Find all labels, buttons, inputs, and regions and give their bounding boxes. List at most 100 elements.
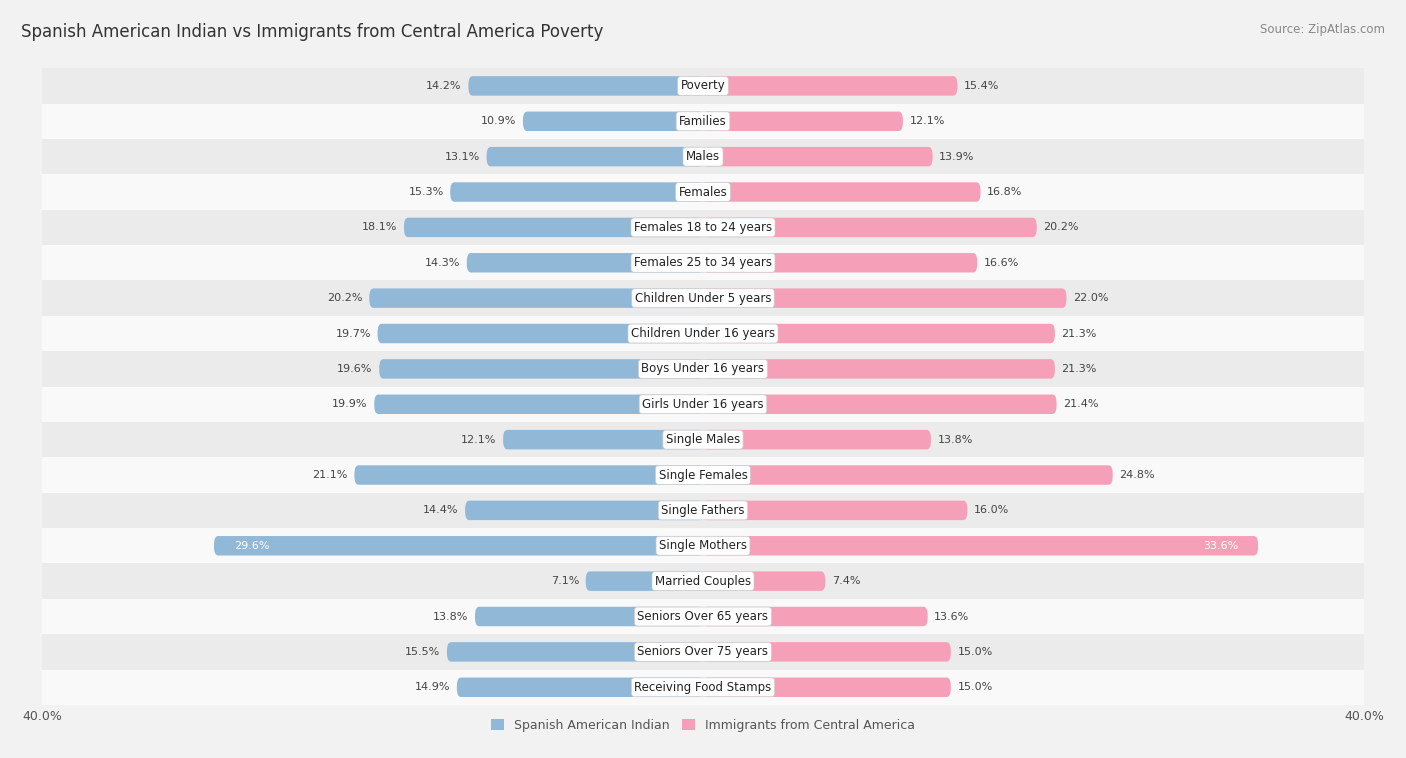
Text: 13.6%: 13.6%: [934, 612, 970, 622]
Text: 15.4%: 15.4%: [965, 81, 1000, 91]
FancyBboxPatch shape: [703, 289, 1066, 308]
FancyBboxPatch shape: [475, 606, 703, 626]
FancyBboxPatch shape: [703, 359, 1054, 379]
FancyBboxPatch shape: [703, 678, 950, 697]
Text: 18.1%: 18.1%: [361, 222, 398, 233]
FancyBboxPatch shape: [447, 642, 703, 662]
FancyBboxPatch shape: [703, 465, 1112, 485]
FancyBboxPatch shape: [703, 218, 1036, 237]
Text: Families: Families: [679, 114, 727, 128]
Text: 13.8%: 13.8%: [433, 612, 468, 622]
Bar: [42, 316, 1364, 351]
FancyBboxPatch shape: [378, 324, 703, 343]
FancyBboxPatch shape: [703, 536, 1258, 556]
FancyBboxPatch shape: [523, 111, 703, 131]
Text: Married Couples: Married Couples: [655, 575, 751, 587]
Text: 7.4%: 7.4%: [832, 576, 860, 586]
Text: Poverty: Poverty: [681, 80, 725, 92]
Bar: [42, 528, 1364, 563]
FancyBboxPatch shape: [465, 501, 703, 520]
Bar: [42, 351, 1364, 387]
Text: 16.0%: 16.0%: [974, 506, 1010, 515]
Text: 12.1%: 12.1%: [461, 434, 496, 445]
Text: 20.2%: 20.2%: [328, 293, 363, 303]
FancyBboxPatch shape: [703, 501, 967, 520]
FancyBboxPatch shape: [503, 430, 703, 449]
Text: 15.5%: 15.5%: [405, 647, 440, 657]
Text: 21.4%: 21.4%: [1063, 399, 1098, 409]
Text: Seniors Over 65 years: Seniors Over 65 years: [637, 610, 769, 623]
FancyBboxPatch shape: [468, 76, 703, 96]
Text: Seniors Over 75 years: Seniors Over 75 years: [637, 645, 769, 659]
Text: 20.2%: 20.2%: [1043, 222, 1078, 233]
Legend: Spanish American Indian, Immigrants from Central America: Spanish American Indian, Immigrants from…: [486, 714, 920, 737]
FancyBboxPatch shape: [457, 678, 703, 697]
Bar: [42, 422, 1364, 457]
Text: Receiving Food Stamps: Receiving Food Stamps: [634, 681, 772, 694]
Bar: [42, 493, 1364, 528]
Text: Females 18 to 24 years: Females 18 to 24 years: [634, 221, 772, 234]
Text: 14.2%: 14.2%: [426, 81, 461, 91]
FancyBboxPatch shape: [703, 642, 950, 662]
Bar: [42, 104, 1364, 139]
Text: 15.0%: 15.0%: [957, 647, 993, 657]
Bar: [42, 563, 1364, 599]
Bar: [42, 599, 1364, 634]
FancyBboxPatch shape: [380, 359, 703, 379]
Text: Girls Under 16 years: Girls Under 16 years: [643, 398, 763, 411]
Text: 14.3%: 14.3%: [425, 258, 460, 268]
FancyBboxPatch shape: [586, 572, 703, 591]
Bar: [42, 280, 1364, 316]
Text: Children Under 16 years: Children Under 16 years: [631, 327, 775, 340]
FancyBboxPatch shape: [450, 183, 703, 202]
Text: 33.6%: 33.6%: [1204, 540, 1239, 551]
FancyBboxPatch shape: [703, 76, 957, 96]
Text: 21.1%: 21.1%: [312, 470, 347, 480]
FancyBboxPatch shape: [703, 147, 932, 167]
FancyBboxPatch shape: [354, 465, 703, 485]
Text: 16.6%: 16.6%: [984, 258, 1019, 268]
Text: 14.9%: 14.9%: [415, 682, 450, 692]
FancyBboxPatch shape: [486, 147, 703, 167]
Bar: [42, 174, 1364, 210]
Text: Single Males: Single Males: [666, 433, 740, 446]
FancyBboxPatch shape: [214, 536, 703, 556]
Text: Females 25 to 34 years: Females 25 to 34 years: [634, 256, 772, 269]
Text: 15.3%: 15.3%: [408, 187, 444, 197]
Text: Boys Under 16 years: Boys Under 16 years: [641, 362, 765, 375]
FancyBboxPatch shape: [370, 289, 703, 308]
FancyBboxPatch shape: [703, 572, 825, 591]
Text: 19.7%: 19.7%: [336, 328, 371, 339]
Text: Source: ZipAtlas.com: Source: ZipAtlas.com: [1260, 23, 1385, 36]
Bar: [42, 634, 1364, 669]
FancyBboxPatch shape: [703, 430, 931, 449]
Text: Single Mothers: Single Mothers: [659, 539, 747, 553]
FancyBboxPatch shape: [703, 395, 1056, 414]
Bar: [42, 139, 1364, 174]
Bar: [42, 669, 1364, 705]
FancyBboxPatch shape: [703, 324, 1054, 343]
Text: 19.6%: 19.6%: [337, 364, 373, 374]
Text: 14.4%: 14.4%: [423, 506, 458, 515]
FancyBboxPatch shape: [703, 253, 977, 273]
Text: Single Females: Single Females: [658, 468, 748, 481]
Bar: [42, 457, 1364, 493]
FancyBboxPatch shape: [703, 111, 903, 131]
Bar: [42, 68, 1364, 104]
Text: Females: Females: [679, 186, 727, 199]
Text: 15.0%: 15.0%: [957, 682, 993, 692]
Text: 22.0%: 22.0%: [1073, 293, 1108, 303]
Bar: [42, 245, 1364, 280]
Bar: [42, 387, 1364, 422]
Text: Males: Males: [686, 150, 720, 163]
FancyBboxPatch shape: [404, 218, 703, 237]
Text: 24.8%: 24.8%: [1119, 470, 1154, 480]
Text: 16.8%: 16.8%: [987, 187, 1022, 197]
Text: 21.3%: 21.3%: [1062, 364, 1097, 374]
Text: Spanish American Indian vs Immigrants from Central America Poverty: Spanish American Indian vs Immigrants fr…: [21, 23, 603, 41]
Bar: [42, 210, 1364, 245]
Text: 13.9%: 13.9%: [939, 152, 974, 161]
Text: 19.9%: 19.9%: [332, 399, 367, 409]
Text: 7.1%: 7.1%: [551, 576, 579, 586]
FancyBboxPatch shape: [703, 183, 980, 202]
